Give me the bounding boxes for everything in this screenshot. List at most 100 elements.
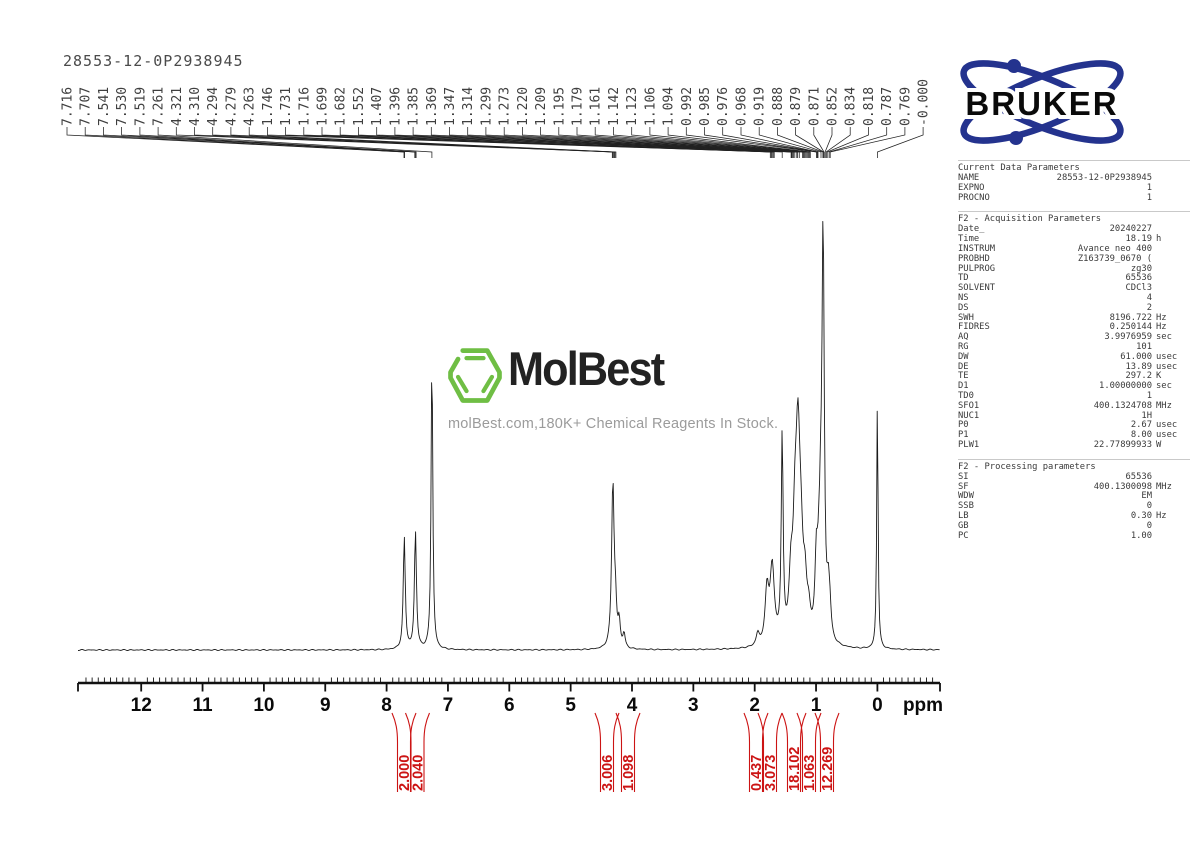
peak-label: 1.385 <box>407 87 422 126</box>
peak-label: 0.976 <box>716 87 731 126</box>
param-row: P1 8.00 usec <box>958 430 1190 441</box>
peak-connector-line <box>394 127 793 158</box>
param-value: Z163739_0670 ( <box>1077 253 1152 264</box>
param-unit: usec <box>1156 430 1178 441</box>
peak-connector-line <box>576 127 806 158</box>
bruker-logo: BRUKER <box>960 59 1124 145</box>
param-row: PLW1 22.77899933 W <box>958 439 1190 451</box>
axis-unit-label: ppm <box>903 695 943 716</box>
param-name: INSTRUM <box>958 243 996 254</box>
peak-connector-line <box>430 127 794 158</box>
integral-bracket <box>775 712 783 792</box>
param-row: SSB 0 <box>958 501 1190 512</box>
peak-connector-line <box>503 127 800 158</box>
param-name: GB <box>958 520 969 531</box>
param-row: SOLVENT CDCl3 <box>958 283 1190 294</box>
integral-value: 1.063 <box>802 755 818 791</box>
peak-label: 1.552 <box>352 87 367 126</box>
param-row: DE 13.89 usec <box>958 362 1190 373</box>
param-name: NAME <box>958 173 980 183</box>
axis-tick-label: 9 <box>320 695 331 716</box>
param-unit <box>1152 274 1190 284</box>
sample-title: 28553-12-0P2938945 <box>63 52 244 70</box>
param-value: 1 <box>1146 390 1152 401</box>
param-unit <box>1152 532 1190 542</box>
peak-label: 1.142 <box>607 87 622 126</box>
molbest-logo-text: MolBest <box>508 342 665 395</box>
peak-connector-line <box>777 127 824 158</box>
integral-bracket <box>814 712 822 792</box>
param-section: F2 - Processing parameters SI 65536 SF 400.1… <box>958 458 1190 542</box>
param-value: 8.00 <box>1130 430 1152 441</box>
peak-label: 7.530 <box>115 87 130 126</box>
param-row: LB 0.30 Hz <box>958 510 1190 522</box>
integral-bracket <box>391 712 399 792</box>
peak-label: 1.209 <box>534 87 549 126</box>
integral-bracket <box>757 712 765 792</box>
peak-connector-line <box>824 127 833 158</box>
peak-label: 7.716 <box>61 87 76 126</box>
integral-bracket <box>594 712 602 792</box>
param-row: PROCNO 1 <box>958 193 1190 204</box>
peak-label: 1.682 <box>334 87 349 126</box>
param-name: NS <box>958 292 969 303</box>
integral-bracket <box>743 712 751 792</box>
param-value: Avance neo 400 <box>1077 243 1152 254</box>
param-name: SFO1 <box>958 400 980 411</box>
peak-label: 0.871 <box>807 87 822 126</box>
param-unit: usec <box>1156 351 1178 362</box>
param-unit <box>1152 492 1190 502</box>
peak-label: 0.992 <box>680 87 695 126</box>
integral-value: 2.040 <box>411 755 427 791</box>
peak-connector-line <box>722 127 818 158</box>
axis-tick-label: 10 <box>253 695 274 716</box>
param-value: 28553-12-0P2938945 <box>1056 173 1152 183</box>
spectrum-curve <box>77 220 940 651</box>
param-row: SFO1 400.1324708 MHz <box>958 400 1190 412</box>
param-section: F2 - Acquisition Parameters Date_ 20240227… <box>958 211 1190 450</box>
param-row: TD0 1 <box>958 390 1190 402</box>
param-value: 0.30 <box>1130 510 1152 521</box>
peak-label: 0.968 <box>735 87 750 126</box>
peak-label: 1.314 <box>461 87 476 126</box>
param-name: PLW1 <box>958 439 980 450</box>
peak-connector-line <box>540 127 804 158</box>
molbest-watermark: MolBest molBest.com,180K+ Chemical Reage… <box>446 340 778 432</box>
peak-label: 1.179 <box>571 87 586 126</box>
param-unit: MHz <box>1156 400 1172 411</box>
peak-label: 7.261 <box>152 87 167 126</box>
peak-label: 4.279 <box>224 87 239 126</box>
axis-tick-label: 7 <box>443 695 454 716</box>
peak-label: 1.106 <box>643 87 658 126</box>
peak-label: 0.985 <box>698 87 713 126</box>
integral-bracket <box>633 712 641 792</box>
peak-connector-line <box>825 127 851 158</box>
peak-label: 1.273 <box>498 87 513 126</box>
integral-bracket <box>615 712 623 792</box>
peak-label: -0.000 <box>917 79 932 126</box>
param-unit <box>1152 174 1190 184</box>
param-value: 0 <box>1146 520 1152 531</box>
param-value: 1 <box>1146 182 1152 193</box>
peak-label: 1.731 <box>279 87 294 126</box>
param-name: SF <box>958 481 969 492</box>
integral-bracket <box>612 712 620 792</box>
param-value: 2.67 <box>1130 420 1152 431</box>
peak-label: 4.263 <box>243 87 258 126</box>
integral-bracket <box>796 712 804 792</box>
param-name: D1 <box>958 381 969 392</box>
param-unit: MHz <box>1156 481 1172 492</box>
param-section: Current Data Parameters NAME 28553-12-0P29… <box>958 160 1190 203</box>
axis-tick-label: 1 <box>811 695 822 716</box>
benzene-hexagon-icon <box>448 348 502 403</box>
param-value: 400.1324708 <box>1093 400 1152 411</box>
param-row: TD 65536 <box>958 274 1190 284</box>
param-row: NUC1 1H <box>958 411 1190 422</box>
bruker-dot-icon <box>1007 59 1021 73</box>
param-row: PULPROG zg30 <box>958 263 1190 275</box>
param-value: zg30 <box>1130 263 1152 274</box>
param-value: 2 <box>1146 302 1152 313</box>
param-row: PROBHD Z163739_0670 ( <box>958 253 1190 265</box>
param-value: 65536 <box>1125 273 1152 284</box>
